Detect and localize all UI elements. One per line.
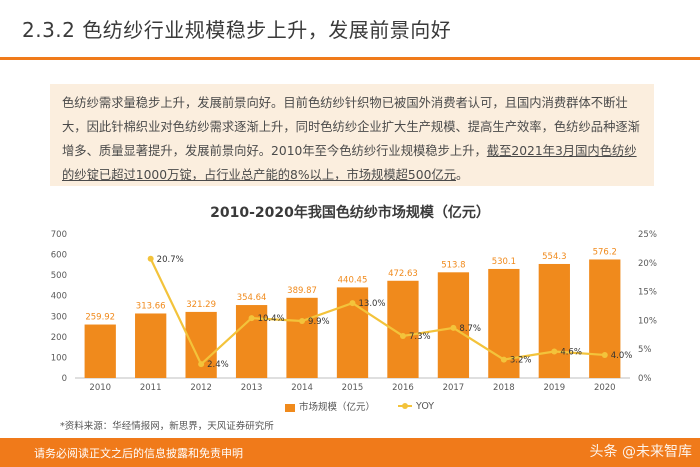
x-tick-label: 2017: [443, 383, 465, 393]
summary-end: 。: [456, 168, 469, 182]
bar: [84, 324, 116, 378]
bar-value-label: 313.66: [136, 301, 166, 311]
yoy-value-label: 13.0%: [359, 299, 386, 309]
summary-box: 色纺纱需求量稳步上升，发展前景向好。目前色纺纱针织物已被国外消费者认可，且国内消…: [50, 84, 654, 186]
bar: [538, 263, 570, 378]
y-left-tick-label: 300: [51, 312, 67, 322]
y-left-tick-label: 500: [51, 271, 67, 281]
yoy-value-label: 3.2%: [510, 356, 532, 366]
y-right-tick-label: 10%: [638, 316, 657, 326]
bar-value-label: 513.8: [441, 260, 465, 270]
yoy-value-label: 8.7%: [459, 324, 481, 334]
yoy-point: [601, 351, 608, 358]
y-left-tick-label: 0: [62, 374, 67, 384]
yoy-point: [349, 300, 356, 307]
yoy-value-label: 9.9%: [308, 317, 330, 327]
page-title: 2.3.2 色纺纱行业规模稳步上升，发展前景向好: [22, 18, 452, 42]
legend-bar-swatch: [285, 403, 295, 412]
y-left-tick-label: 200: [51, 333, 67, 343]
yoy-point: [198, 361, 205, 368]
yoy-value-label: 7.3%: [409, 332, 431, 342]
yoy-point: [147, 255, 154, 262]
bar-value-label: 576.2: [593, 247, 617, 257]
bar-value-label: 321.29: [186, 300, 216, 310]
y-left-tick-label: 600: [51, 251, 67, 261]
source-note: *资料来源：华经情报网，新思界，天风证券研究所: [60, 421, 274, 432]
bar-value-label: 259.92: [85, 313, 115, 323]
y-left-tick-label: 100: [51, 353, 67, 363]
x-tick-label: 2012: [190, 383, 212, 393]
title-underline: [0, 57, 700, 60]
y-right-tick-label: 0%: [638, 374, 652, 384]
yoy-line: [149, 258, 605, 366]
legend-line-label: YOY: [416, 400, 435, 412]
yoy-point: [399, 332, 406, 339]
yoy-value-label: 4.0%: [611, 351, 633, 361]
header: 2.3.2 色纺纱行业规模稳步上升，发展前景向好: [0, 0, 700, 60]
chart-title: 2010-2020年我国色纺纱市场规模（亿元）: [210, 205, 490, 221]
bar: [589, 259, 621, 378]
y-left-tick-label: 700: [51, 230, 67, 240]
bar-value-label: 389.87: [287, 286, 317, 296]
x-tick-label: 2019: [543, 383, 565, 393]
y-right-tick-label: 5%: [638, 345, 652, 355]
legend-line-swatch: [398, 403, 413, 409]
disclaimer-text: 请务必阅读正文之后的信息披露和免责申明: [34, 447, 243, 460]
yoy-point: [299, 317, 306, 324]
chart-legend: 市场规模（亿元） YOY: [285, 399, 454, 413]
footer-bar: 请务必阅读正文之后的信息披露和免责申明 头条 @未来智库: [0, 438, 700, 467]
x-tick-label: 2020: [594, 383, 616, 393]
y-right-tick-label: 15%: [638, 288, 657, 298]
bar-value-label: 440.45: [338, 275, 368, 285]
y-right-tick-label: 25%: [638, 230, 657, 240]
x-tick-label: 2018: [493, 383, 515, 393]
bar-value-label: 472.63: [388, 269, 418, 279]
bar: [135, 313, 167, 378]
x-tick-label: 2010: [89, 383, 111, 393]
bar-value-label: 554.3: [542, 252, 566, 262]
y-right-tick-label: 20%: [638, 259, 657, 269]
legend-bar: 市场规模（亿元）: [285, 399, 375, 413]
yoy-point: [500, 356, 507, 363]
y-left-tick-label: 400: [51, 292, 67, 302]
x-tick-label: 2016: [392, 383, 414, 393]
yoy-value-label: 10.4%: [258, 314, 285, 324]
x-tick-label: 2011: [140, 383, 162, 393]
legend-bar-label: 市场规模（亿元）: [299, 402, 376, 413]
bar: [286, 297, 318, 378]
summary-text: 色纺纱需求量稳步上升，发展前景向好。目前色纺纱针织物已被国外消费者认可，且国内消…: [62, 96, 640, 158]
yoy-point: [551, 348, 558, 355]
legend-line: YOY: [398, 401, 434, 412]
x-tick-label: 2013: [241, 383, 263, 393]
yoy-value-label: 2.4%: [207, 360, 229, 370]
summary-highlight: 截至2021年3月国内色纺纱的纱锭已超过1000万锭，占行业总产能的8%以上，市…: [62, 144, 637, 182]
yoy-value-label: 20.7%: [157, 255, 184, 265]
bar-value-label: 530.1: [492, 257, 516, 267]
yoy-value-label: 4.6%: [560, 348, 582, 358]
watermark: 头条 @未来智库: [589, 444, 692, 460]
bar-value-label: 354.64: [237, 293, 267, 303]
yoy-point: [450, 324, 457, 331]
yoy-point: [248, 315, 255, 322]
x-tick-label: 2014: [291, 383, 313, 393]
x-tick-label: 2015: [342, 383, 364, 393]
